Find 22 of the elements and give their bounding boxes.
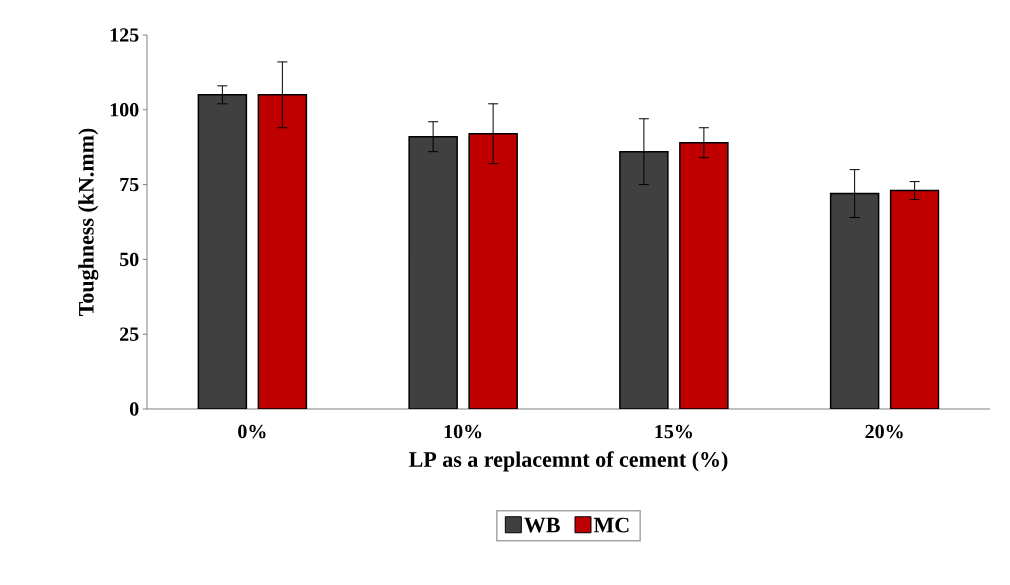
bar: [829, 192, 880, 409]
bar: [889, 189, 940, 409]
bar: [468, 132, 518, 409]
bar: [619, 150, 669, 409]
bar: [679, 141, 729, 409]
y-tick-label: 50: [120, 252, 139, 267]
y-tick-label: 25: [120, 327, 139, 341]
x-tick-label: 10%: [444, 424, 482, 439]
y-tick-label: 75: [120, 177, 139, 192]
x-tick-label: 20%: [865, 424, 903, 439]
y-axis-title: Toughness (kN.mm): [78, 128, 99, 316]
bar: [257, 94, 308, 409]
bar: [197, 94, 248, 409]
y-tick-label: 0: [129, 402, 139, 416]
legend-label: MC: [593, 517, 629, 533]
y-tick-label: 125: [110, 28, 139, 42]
x-tick-label: 15%: [655, 424, 692, 439]
y-tick-label: 100: [110, 103, 139, 117]
x-tick-label: 0%: [238, 424, 266, 439]
bar: [408, 135, 458, 409]
legend-label: WB: [524, 517, 560, 533]
x-axis-title: LP as a replacemnt of cement (%): [409, 451, 728, 472]
